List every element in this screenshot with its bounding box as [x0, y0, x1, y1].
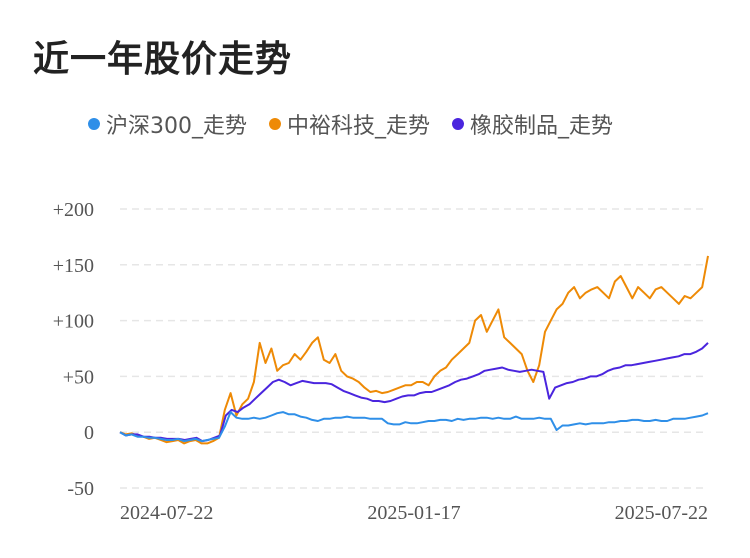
x-tick-label: 2024-07-22 [120, 502, 213, 524]
y-tick-label: -50 [67, 478, 94, 500]
legend-dot-icon [452, 118, 465, 130]
legend-label-hs300: 沪深300_走势 [106, 114, 247, 139]
series-line-hs300 [119, 411, 709, 443]
legend-item-zhongyu[interactable]: 中裕科技_走势 [269, 108, 430, 140]
y-tick-label: +150 [53, 255, 94, 277]
series-line-zhongyu [119, 255, 709, 445]
legend-dot-icon [269, 118, 281, 130]
legend-item-rubber[interactable]: 橡胶制品_走势 [452, 108, 613, 140]
grid-lines [120, 208, 708, 489]
legend-label-rubber: 橡胶制品_走势 [470, 114, 614, 139]
y-tick-label: +100 [53, 311, 94, 333]
legend-item-hs300[interactable]: 沪深300_走势 [88, 108, 247, 140]
y-tick-label: +200 [53, 199, 94, 221]
y-tick-label: +50 [63, 366, 94, 388]
x-tick-label: 2025-07-22 [615, 502, 708, 524]
series-lines [119, 255, 709, 445]
legend: 沪深300_走势 中裕科技_走势 橡胶制品_走势 [88, 108, 613, 140]
legend-label-zhongyu: 中裕科技_走势 [287, 114, 431, 139]
chart-title: 近一年股价走势 [33, 39, 293, 80]
legend-dot-icon [88, 118, 100, 130]
y-axis-ticks: +200 +150 +100 +50 0 -50 [53, 199, 94, 500]
series-line-rubber [119, 342, 709, 443]
y-tick-label: 0 [84, 422, 94, 444]
x-tick-label: 2025-01-17 [367, 502, 460, 524]
x-axis-ticks: 2024-07-22 2025-01-17 2025-07-22 [120, 502, 708, 524]
